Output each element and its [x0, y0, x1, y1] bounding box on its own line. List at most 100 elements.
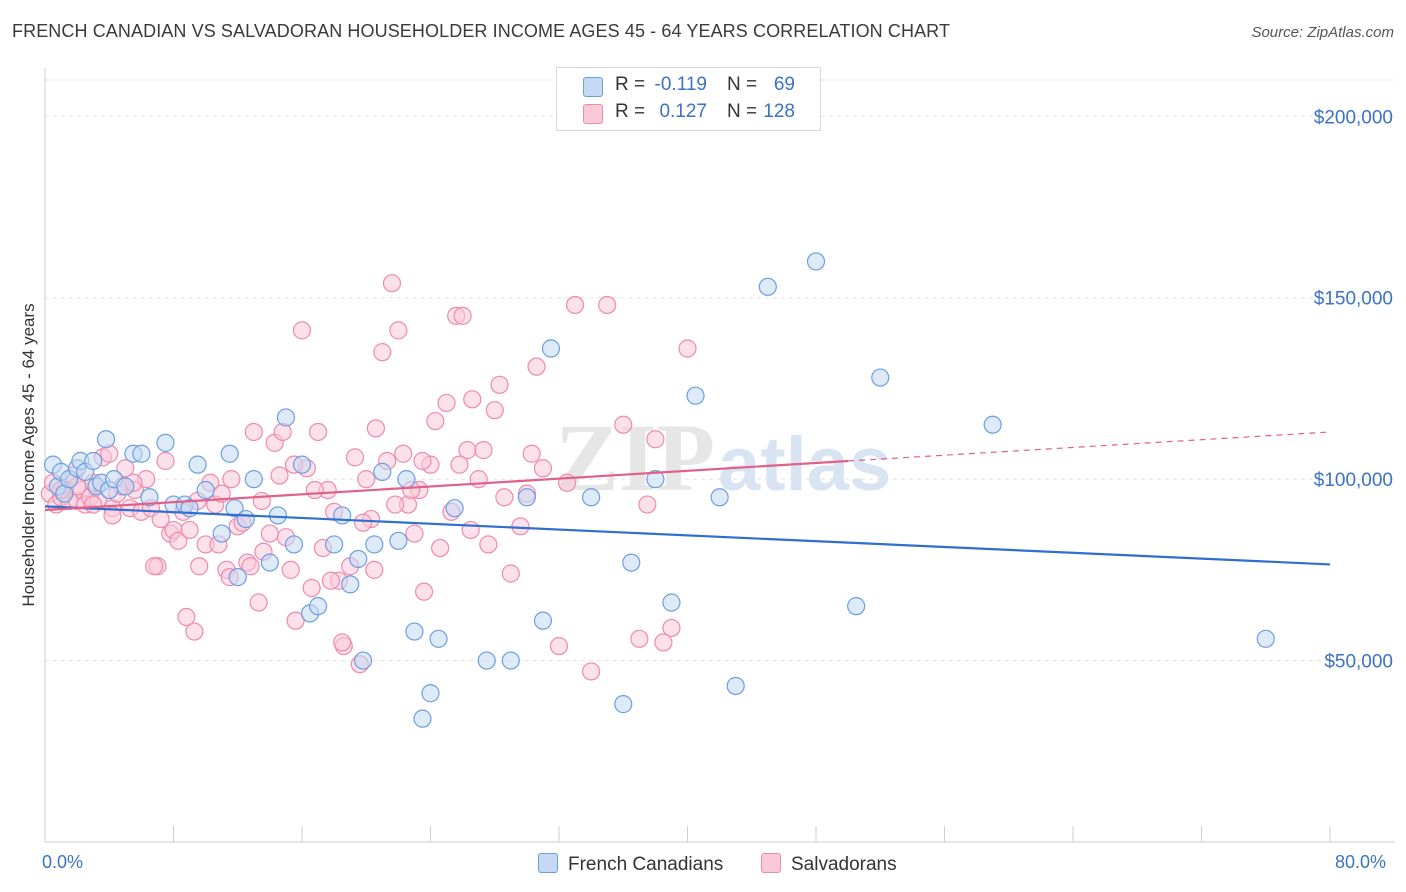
salvadoran-point — [405, 524, 424, 543]
french-canadian-point — [1256, 629, 1275, 648]
salvadoran-point — [495, 488, 514, 507]
salvadoran-point — [501, 564, 520, 583]
salvadoran-point — [145, 557, 164, 576]
french-canadian-point — [501, 651, 520, 670]
french-canadian-point — [710, 488, 729, 507]
french-canadian-point — [276, 408, 296, 427]
french-canadian-point — [646, 470, 665, 489]
french-canadian-point — [228, 568, 247, 587]
french-canadian-point — [477, 651, 496, 670]
n-label: N = — [727, 74, 758, 95]
salvadoran-point — [357, 470, 376, 489]
salvadoran-point — [630, 629, 649, 648]
legend-label: Salvadorans — [791, 854, 897, 875]
y-tick-label: $50,000 — [1324, 652, 1393, 673]
legend-item-french-canadians: French Canadians — [538, 853, 723, 876]
r-value: 0.127 — [659, 101, 707, 122]
french-canadian-point — [292, 455, 312, 474]
french-canadian-point — [353, 651, 373, 670]
salvadoran-point — [281, 560, 300, 579]
french-canadian-point — [116, 477, 135, 496]
salvadoran-point — [646, 430, 665, 449]
french-canadian-point — [662, 593, 681, 612]
n-value: 69 — [773, 74, 795, 95]
french-canadian-point — [445, 499, 464, 518]
salvadoran-point — [386, 495, 405, 514]
salvadoran-point — [598, 295, 617, 315]
french-canadian-trend-line — [44, 505, 1331, 566]
salvadoran-point — [461, 520, 480, 540]
french-canadian-point — [333, 506, 352, 525]
salvadoran-point — [366, 419, 385, 438]
salvadoran-point — [490, 375, 509, 394]
x-tick-label-max: 80.0% — [1335, 852, 1387, 872]
salvadoran-point — [527, 357, 546, 376]
french-canadian-point — [582, 488, 601, 507]
salvadoran-point — [450, 455, 469, 474]
salvadoran-point — [84, 495, 103, 514]
salvadoran-point — [241, 557, 260, 576]
french-canadian-point — [284, 535, 304, 554]
y-tick-label: $100,000 — [1314, 470, 1393, 491]
source-label: Source: ZipAtlas.com — [1251, 24, 1394, 41]
salvadoran-point — [485, 401, 504, 420]
x-tick-label-min: 0.0% — [42, 852, 84, 872]
french-canadian-point — [365, 535, 384, 554]
french-canadian-point — [429, 629, 448, 648]
salvadoran-point — [582, 662, 601, 681]
french-canadian-point — [349, 549, 368, 569]
salvadoran-point — [270, 466, 289, 485]
french-canadian-point — [132, 444, 151, 463]
chart-title: FRENCH CANADIAN VS SALVADORAN HOUSEHOLDE… — [12, 21, 951, 41]
french-canadian-point — [614, 695, 633, 714]
french-canadian-point — [260, 553, 279, 572]
salvadoran-point — [565, 295, 585, 315]
n-value: 128 — [763, 101, 795, 122]
salvadoran-point — [185, 622, 204, 641]
french-canadian-point — [220, 444, 239, 463]
french-canadian-point — [413, 709, 432, 728]
french-canadian-point — [244, 470, 263, 489]
salvadoran-trend-extension — [848, 431, 1331, 462]
salvadoran-point — [678, 339, 697, 358]
french-canadian-point — [140, 488, 159, 507]
salvadoran-point — [533, 459, 553, 478]
salvadoran-point — [463, 390, 482, 409]
french-canadian-point — [541, 339, 561, 358]
salvadoran-point — [260, 524, 279, 543]
salvadoran-point — [249, 593, 268, 612]
french-canadian-point — [533, 611, 553, 630]
french-canadian-point — [405, 622, 424, 641]
salvadoran-point — [414, 582, 434, 601]
salvadoran-point — [190, 557, 209, 576]
french-canadian-point — [156, 433, 175, 452]
y-tick-labels: $50,000 $100,000 $150,000 $200,000 — [1314, 107, 1393, 672]
r-label: R = — [615, 101, 646, 122]
salvadoran-point — [453, 306, 472, 325]
legend-row-french-canadians: R = -0.119 N = 69 — [557, 74, 820, 100]
salvadoran-point — [353, 513, 373, 532]
salvadoran-point — [177, 607, 196, 627]
trend-lines-layer — [44, 431, 1331, 566]
french-canadian-point — [983, 415, 1002, 434]
r-value: -0.119 — [654, 74, 707, 95]
points-layer — [40, 252, 1275, 728]
french-canadian-point — [686, 386, 705, 405]
salvadoran-point — [116, 459, 135, 478]
blue-swatch-icon — [538, 853, 558, 873]
french-canadian-point — [397, 470, 416, 489]
french-canadian-point — [622, 553, 641, 572]
salvadoran-point — [431, 538, 450, 558]
french-canadian-point — [212, 524, 231, 543]
salvadoran-point — [321, 571, 341, 590]
french-canadian-point — [196, 480, 215, 500]
french-canadian-point — [225, 499, 244, 518]
salvadoran-point — [654, 633, 673, 652]
french-canadian-point — [84, 451, 103, 471]
salvadoran-point — [302, 578, 321, 598]
salvadoran-point — [474, 441, 493, 460]
blue-swatch-icon — [583, 77, 603, 97]
french-canadian-point — [517, 488, 536, 507]
salvadoran-point — [308, 422, 328, 442]
